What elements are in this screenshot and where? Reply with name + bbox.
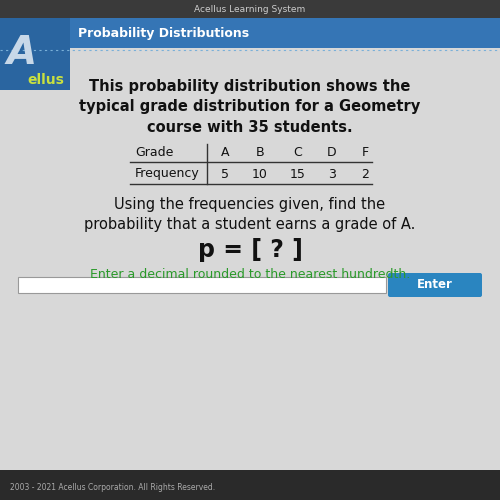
Text: Enter a decimal rounded to the nearest hundredth.: Enter a decimal rounded to the nearest h… <box>90 268 410 280</box>
Bar <box>0 18 500 48</box>
Text: Acellus Learning System: Acellus Learning System <box>194 4 306 14</box>
Text: Grade: Grade <box>135 146 173 158</box>
Text: Probability Distributions: Probability Distributions <box>78 26 249 40</box>
Bar <box>0 18 70 90</box>
Text: Frequency: Frequency <box>135 168 200 180</box>
Text: 2003 - 2021 Acellus Corporation. All Rights Reserved.: 2003 - 2021 Acellus Corporation. All Rig… <box>10 484 215 492</box>
Bar <box>0 470 500 500</box>
Text: 15: 15 <box>290 168 306 180</box>
Text: C: C <box>294 146 302 158</box>
Text: ellus: ellus <box>28 73 64 87</box>
Text: course with 35 students.: course with 35 students. <box>147 120 353 134</box>
Text: Enter: Enter <box>417 278 453 291</box>
Text: D: D <box>327 146 337 158</box>
Text: probability that a student earns a grade of A.: probability that a student earns a grade… <box>84 218 415 232</box>
Text: 5: 5 <box>221 168 229 180</box>
Text: p = [ ? ]: p = [ ? ] <box>198 238 302 262</box>
FancyBboxPatch shape <box>388 273 482 297</box>
Text: This probability distribution shows the: This probability distribution shows the <box>90 80 410 94</box>
Text: Using the frequencies given, find the: Using the frequencies given, find the <box>114 198 386 212</box>
Text: 2: 2 <box>361 168 369 180</box>
Text: 3: 3 <box>328 168 336 180</box>
Text: A: A <box>7 34 37 72</box>
Text: A: A <box>221 146 229 158</box>
Text: B: B <box>256 146 264 158</box>
Text: F: F <box>362 146 368 158</box>
Bar <box>0 0 500 18</box>
Text: typical grade distribution for a Geometry: typical grade distribution for a Geometr… <box>80 100 420 114</box>
Text: 10: 10 <box>252 168 268 180</box>
Bar <box>18 277 386 293</box>
